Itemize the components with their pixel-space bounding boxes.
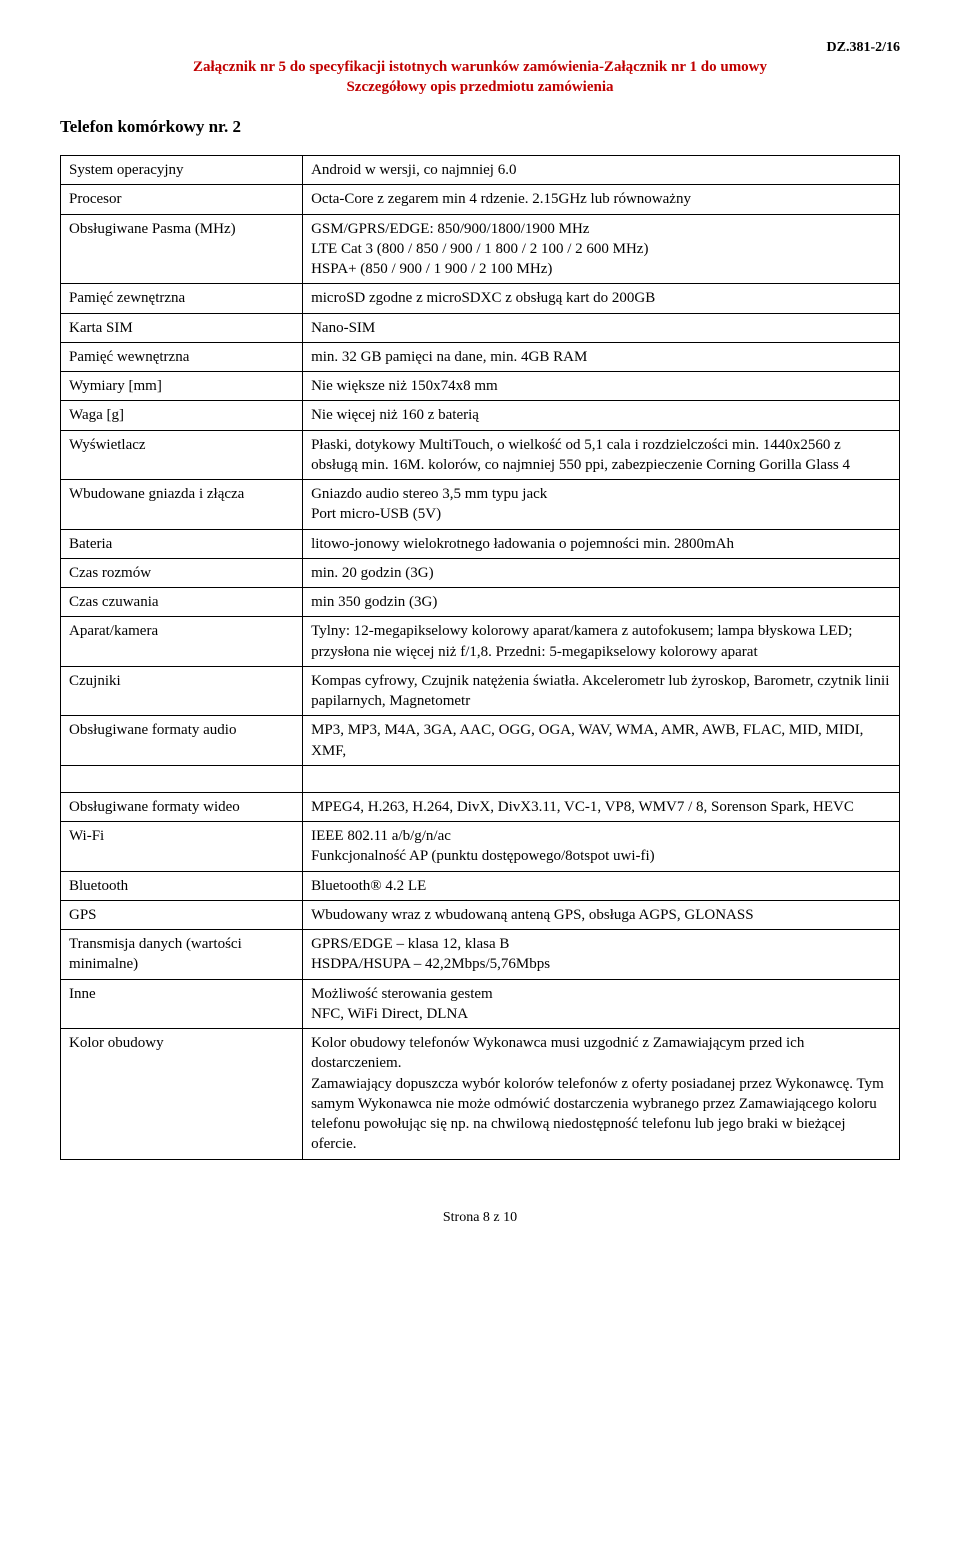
table-row: ProcesorOcta-Core z zegarem min 4 rdzeni…	[61, 185, 900, 214]
spec-key: Wbudowane gniazda i złącza	[61, 480, 303, 530]
spec-key: Obsługiwane Pasma (MHz)	[61, 214, 303, 284]
table-row: System operacyjnyAndroid w wersji, co na…	[61, 156, 900, 185]
spec-value: microSD zgodne z microSDXC z obsługą kar…	[303, 284, 900, 313]
spec-key: Bateria	[61, 529, 303, 558]
table-row: Pamięć zewnętrznamicroSD zgodne z microS…	[61, 284, 900, 313]
table-row: BluetoothBluetooth® 4.2 LE	[61, 871, 900, 900]
spec-gap-key	[61, 765, 303, 792]
spec-key: Czujniki	[61, 666, 303, 716]
table-row: Baterialitowo-jonowy wielokrotnego ładow…	[61, 529, 900, 558]
spec-key: Kolor obudowy	[61, 1029, 303, 1160]
spec-key: Procesor	[61, 185, 303, 214]
spec-key: Karta SIM	[61, 313, 303, 342]
spec-value: Kompas cyfrowy, Czujnik natężenia światł…	[303, 666, 900, 716]
spec-value: IEEE 802.11 a/b/g/n/acFunkcjonalność AP …	[303, 822, 900, 872]
table-row: Karta SIMNano-SIM	[61, 313, 900, 342]
doc-reference: DZ.381-2/16	[60, 40, 900, 56]
spec-key: Bluetooth	[61, 871, 303, 900]
spec-key: System operacyjny	[61, 156, 303, 185]
spec-value: GSM/GPRS/EDGE: 850/900/1800/1900 MHzLTE …	[303, 214, 900, 284]
spec-table: System operacyjnyAndroid w wersji, co na…	[60, 155, 900, 1160]
spec-value: Octa-Core z zegarem min 4 rdzenie. 2.15G…	[303, 185, 900, 214]
table-row: Wi-FiIEEE 802.11 a/b/g/n/acFunkcjonalnoś…	[61, 822, 900, 872]
spec-key: Pamięć wewnętrzna	[61, 342, 303, 371]
header-line2: Szczegółowy opis przedmiotu zamówienia	[346, 79, 613, 95]
spec-value: min. 20 godzin (3G)	[303, 558, 900, 587]
attachment-header: Załącznik nr 5 do specyfikacji istotnych…	[60, 58, 900, 97]
spec-gap-val	[303, 765, 900, 792]
table-row: CzujnikiKompas cyfrowy, Czujnik natężeni…	[61, 666, 900, 716]
page-footer: Strona 8 z 10	[60, 1210, 900, 1226]
table-row: Czas rozmówmin. 20 godzin (3G)	[61, 558, 900, 587]
spec-value: Wbudowany wraz z wbudowaną anteną GPS, o…	[303, 900, 900, 929]
spec-key: Aparat/kamera	[61, 617, 303, 667]
spec-key: Pamięć zewnętrzna	[61, 284, 303, 313]
spec-key: Obsługiwane formaty wideo	[61, 792, 303, 821]
spec-key: Obsługiwane formaty audio	[61, 716, 303, 766]
spec-value: min 350 godzin (3G)	[303, 588, 900, 617]
header-line1: Załącznik nr 5 do specyfikacji istotnych…	[193, 59, 767, 75]
table-row: InneMożliwość sterowania gestemNFC, WiFi…	[61, 979, 900, 1029]
spec-value: Możliwość sterowania gestemNFC, WiFi Dir…	[303, 979, 900, 1029]
spec-value: Nie większe niż 150x74x8 mm	[303, 372, 900, 401]
spec-key: Czas czuwania	[61, 588, 303, 617]
spec-value: Nie więcej niż 160 z baterią	[303, 401, 900, 430]
spec-key: Waga [g]	[61, 401, 303, 430]
table-row: Aparat/kameraTylny: 12-megapikselowy kol…	[61, 617, 900, 667]
table-row: Obsługiwane formaty audioMP3, MP3, M4A, …	[61, 716, 900, 766]
spec-value: Android w wersji, co najmniej 6.0	[303, 156, 900, 185]
spec-value: litowo-jonowy wielokrotnego ładowania o …	[303, 529, 900, 558]
table-row: GPSWbudowany wraz z wbudowaną anteną GPS…	[61, 900, 900, 929]
table-row: WyświetlaczPłaski, dotykowy MultiTouch, …	[61, 430, 900, 480]
table-row: Waga [g]Nie więcej niż 160 z baterią	[61, 401, 900, 430]
spec-value: Bluetooth® 4.2 LE	[303, 871, 900, 900]
table-row: Obsługiwane Pasma (MHz)GSM/GPRS/EDGE: 85…	[61, 214, 900, 284]
table-row: Kolor obudowyKolor obudowy telefonów Wyk…	[61, 1029, 900, 1160]
spec-value: MPEG4, H.263, H.264, DivX, DivX3.11, VC-…	[303, 792, 900, 821]
spec-value: Gniazdo audio stereo 3,5 mm typu jackPor…	[303, 480, 900, 530]
table-row: Obsługiwane formaty wideoMPEG4, H.263, H…	[61, 792, 900, 821]
table-row: Transmisja danych (wartości minimalne)GP…	[61, 930, 900, 980]
spec-key: Inne	[61, 979, 303, 1029]
spec-value: Płaski, dotykowy MultiTouch, o wielkość …	[303, 430, 900, 480]
table-row: Czas czuwaniamin 350 godzin (3G)	[61, 588, 900, 617]
spec-key: Czas rozmów	[61, 558, 303, 587]
page-title: Telefon komórkowy nr. 2	[60, 117, 900, 137]
table-row: Wbudowane gniazda i złączaGniazdo audio …	[61, 480, 900, 530]
spec-value: min. 32 GB pamięci na dane, min. 4GB RAM	[303, 342, 900, 371]
spec-key: Transmisja danych (wartości minimalne)	[61, 930, 303, 980]
spec-value: Nano-SIM	[303, 313, 900, 342]
table-row: Pamięć wewnętrznamin. 32 GB pamięci na d…	[61, 342, 900, 371]
spec-key: Wymiary [mm]	[61, 372, 303, 401]
spec-value: MP3, MP3, M4A, 3GA, AAC, OGG, OGA, WAV, …	[303, 716, 900, 766]
spec-key: Wyświetlacz	[61, 430, 303, 480]
spec-key: Wi-Fi	[61, 822, 303, 872]
spec-value: Kolor obudowy telefonów Wykonawca musi u…	[303, 1029, 900, 1160]
spec-key: GPS	[61, 900, 303, 929]
table-row: Wymiary [mm]Nie większe niż 150x74x8 mm	[61, 372, 900, 401]
spec-value: GPRS/EDGE – klasa 12, klasa BHSDPA/HSUPA…	[303, 930, 900, 980]
spec-value: Tylny: 12-megapikselowy kolorowy aparat/…	[303, 617, 900, 667]
